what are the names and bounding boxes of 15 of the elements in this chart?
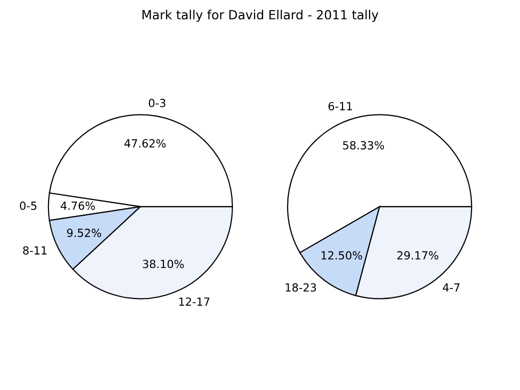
slice-label: 0-3 bbox=[148, 98, 166, 108]
data-label: 38.10% bbox=[142, 260, 184, 268]
data-label: 58.33% bbox=[343, 141, 384, 150]
text: Mark tally for David Ellard - 2011 tally bbox=[142, 10, 378, 22]
data-label: 4.76% bbox=[60, 202, 95, 210]
slice-label: 6-11 bbox=[328, 102, 352, 110]
slice-label: 4-7 bbox=[442, 283, 460, 292]
data-label: 9.52% bbox=[67, 228, 102, 238]
slice-label: 18-23 bbox=[286, 283, 316, 292]
data-label: 12.50% bbox=[322, 251, 362, 260]
data-label: 47.62% bbox=[124, 139, 166, 148]
slice-label: 8-11 bbox=[23, 246, 47, 255]
data-label: 29.17% bbox=[397, 251, 438, 260]
slice-label: 12-17 bbox=[179, 297, 210, 306]
slice-label: 0-5 bbox=[20, 202, 36, 210]
